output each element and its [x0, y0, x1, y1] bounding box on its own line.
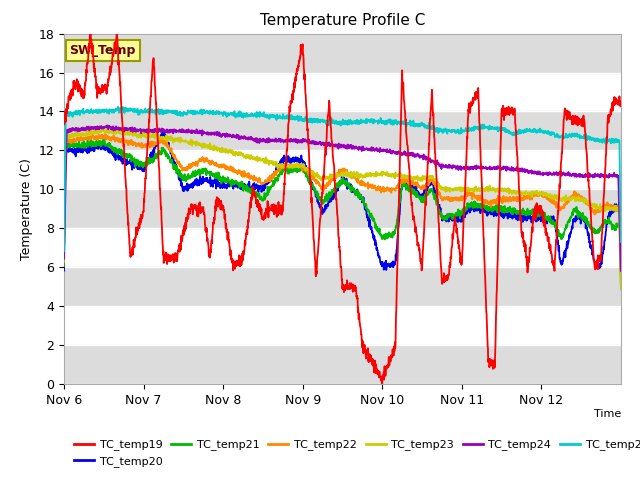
TC_temp21: [617, 281, 625, 287]
TC_temp19: [60, 121, 68, 127]
TC_temp19: [602, 166, 609, 172]
TC_temp20: [88, 146, 96, 152]
TC_temp22: [601, 204, 609, 209]
TC_temp25: [114, 104, 122, 110]
Title: Temperature Profile C: Temperature Profile C: [260, 13, 425, 28]
TC_temp25: [499, 127, 506, 133]
TC_temp23: [617, 287, 625, 292]
TC_temp25: [88, 109, 96, 115]
Bar: [64, 267, 621, 306]
TC_temp20: [499, 212, 506, 217]
TC_temp22: [60, 259, 68, 265]
TC_temp22: [102, 131, 109, 137]
TC_temp25: [331, 120, 339, 125]
Legend: TC_temp19, TC_temp20, TC_temp21, TC_temp22, TC_temp23, TC_temp24, TC_temp25: TC_temp19, TC_temp20, TC_temp21, TC_temp…: [70, 435, 640, 471]
Line: TC_temp25: TC_temp25: [64, 107, 621, 251]
TC_temp23: [601, 209, 609, 215]
Bar: [64, 34, 621, 72]
TC_temp19: [499, 103, 507, 108]
TC_temp24: [617, 268, 625, 274]
Text: SW_Temp: SW_Temp: [70, 44, 136, 57]
TC_temp23: [331, 173, 339, 179]
TC_temp24: [601, 173, 609, 179]
Line: TC_temp24: TC_temp24: [64, 125, 621, 271]
TC_temp21: [331, 188, 339, 193]
TC_temp25: [601, 138, 609, 144]
Text: Time: Time: [593, 408, 621, 419]
TC_temp23: [499, 187, 506, 193]
TC_temp23: [60, 250, 68, 255]
TC_temp23: [601, 206, 609, 212]
TC_temp24: [88, 125, 96, 131]
TC_temp20: [601, 238, 609, 243]
TC_temp25: [617, 239, 625, 245]
TC_temp20: [159, 128, 167, 133]
TC_temp22: [499, 200, 506, 206]
Line: TC_temp19: TC_temp19: [64, 31, 621, 388]
TC_temp24: [601, 173, 609, 179]
Bar: [64, 111, 621, 150]
TC_temp19: [378, 385, 386, 391]
TC_temp21: [89, 138, 97, 144]
TC_temp20: [60, 268, 68, 274]
TC_temp24: [316, 139, 324, 145]
TC_temp20: [331, 189, 339, 194]
TC_temp19: [331, 184, 339, 190]
TC_temp25: [316, 120, 324, 125]
TC_temp21: [601, 216, 609, 222]
TC_temp23: [88, 131, 96, 136]
TC_temp19: [601, 172, 609, 178]
TC_temp22: [88, 133, 96, 139]
TC_temp23: [316, 174, 324, 180]
TC_temp21: [84, 137, 92, 143]
TC_temp19: [316, 215, 324, 221]
Y-axis label: Temperature (C): Temperature (C): [20, 158, 33, 260]
TC_temp21: [499, 207, 506, 213]
TC_temp23: [108, 126, 116, 132]
TC_temp21: [601, 219, 609, 225]
TC_temp22: [601, 206, 609, 212]
TC_temp20: [601, 238, 609, 243]
Line: TC_temp23: TC_temp23: [64, 129, 621, 289]
TC_temp24: [499, 165, 506, 171]
TC_temp22: [617, 275, 625, 280]
TC_temp20: [316, 203, 324, 208]
TC_temp25: [601, 139, 609, 144]
TC_temp19: [617, 99, 625, 105]
TC_temp20: [617, 270, 625, 276]
TC_temp24: [103, 122, 111, 128]
TC_temp24: [60, 256, 68, 262]
Line: TC_temp21: TC_temp21: [64, 140, 621, 284]
TC_temp21: [60, 263, 68, 269]
Bar: [64, 189, 621, 228]
Line: TC_temp22: TC_temp22: [64, 134, 621, 277]
TC_temp19: [89, 42, 97, 48]
TC_temp19: [86, 28, 94, 34]
Bar: [64, 345, 621, 384]
TC_temp21: [316, 196, 324, 202]
TC_temp25: [60, 248, 68, 254]
TC_temp24: [331, 142, 339, 148]
TC_temp22: [316, 183, 324, 189]
TC_temp22: [331, 175, 339, 180]
Line: TC_temp20: TC_temp20: [64, 131, 621, 273]
